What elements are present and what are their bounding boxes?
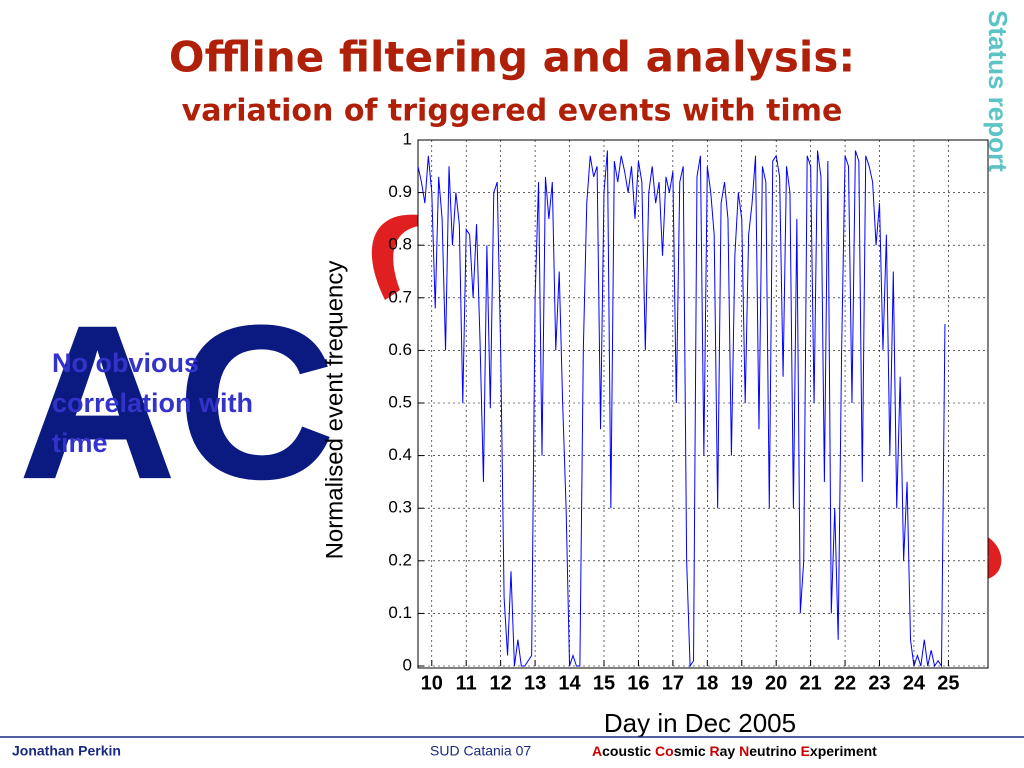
x-tick-label: 16 [627, 672, 649, 694]
footer-experiment-part: eutrino [749, 743, 800, 759]
footer-author: Jonathan Perkin [12, 743, 121, 759]
slide-title: Offline filtering and analysis: [169, 33, 855, 82]
x-axis-label: Day in Dec 2005 [604, 708, 796, 738]
y-tick-label: 0.2 [388, 550, 412, 569]
footer-experiment-part: coustic [602, 743, 655, 759]
footer-experiment: Acoustic Cosmic Ray Neutrino Experiment [592, 743, 877, 759]
footer-experiment-part: N [739, 743, 749, 759]
x-tick-label: 19 [731, 672, 753, 694]
y-tick-label: 0.5 [388, 392, 412, 411]
y-tick-label: 0.8 [388, 235, 412, 254]
data-line [417, 150, 946, 668]
logo-swirl [371, 214, 430, 300]
note-line: time [52, 428, 108, 458]
y-tick-label: 0.4 [388, 445, 412, 464]
footer-experiment-part: xperiment [810, 743, 877, 759]
x-tick-label: 10 [421, 672, 443, 694]
y-axis-label: Normalised event frequency [321, 261, 348, 560]
y-tick-label: 0.6 [388, 340, 412, 359]
x-tick-label: 20 [765, 672, 787, 694]
x-tick-label: 14 [558, 672, 581, 694]
y-tick-label: 0.3 [388, 498, 412, 517]
y-tick-label: 0.1 [388, 603, 412, 622]
footer-experiment-part: ay [720, 743, 739, 759]
x-tick-label: 17 [662, 672, 684, 694]
logo-text: AC [18, 279, 336, 525]
footer-experiment-part: Co [655, 743, 674, 759]
x-tick-label: 12 [490, 672, 512, 694]
x-tick-label: 11 [456, 672, 477, 694]
x-tick-label: 13 [524, 672, 546, 694]
footer-experiment-part: A [592, 743, 602, 759]
x-tick-label: 23 [868, 672, 890, 694]
y-tick-label: 0.9 [388, 182, 412, 201]
x-tick-label: 15 [593, 672, 615, 694]
footer-experiment-part: smic [674, 743, 710, 759]
y-tick-label: 0 [403, 655, 412, 674]
x-tick-label: 22 [834, 672, 856, 694]
x-tick-label: 21 [800, 672, 822, 694]
y-tick-label: 0.7 [388, 287, 412, 306]
note: No obvious correlation with time [52, 348, 253, 458]
y-tick-label: 1 [403, 129, 412, 148]
chart: 0 0.1 0.2 0.3 0.4 0.5 0.6 0.7 0.8 0.9 1 10 11 12 13 14 1… [388, 129, 988, 694]
footer-experiment-part: E [801, 743, 810, 759]
slide-subtitle: variation of triggered events with time [182, 94, 843, 129]
x-tick-label: 18 [696, 672, 718, 694]
note-line: correlation with [52, 388, 253, 418]
footer-experiment-part: R [710, 743, 720, 759]
x-tick-label: 24 [903, 672, 926, 694]
footer-venue: SUD Catania 07 [430, 743, 531, 759]
note-line: No obvious [52, 348, 199, 378]
x-tick-label: 25 [937, 672, 959, 694]
